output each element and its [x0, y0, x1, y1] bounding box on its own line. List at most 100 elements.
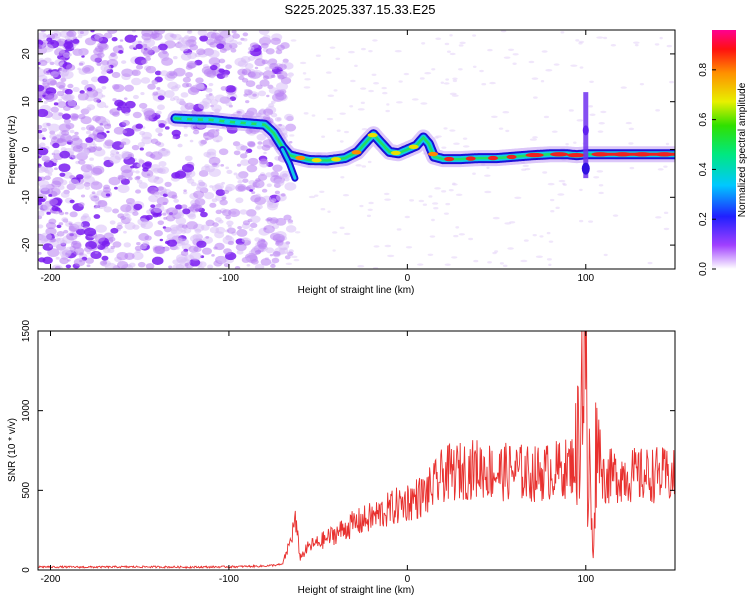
noise-speckle: [39, 142, 46, 148]
noise-speckle: [263, 108, 274, 116]
noise-speckle: [175, 237, 183, 243]
noise-speckle: [249, 222, 258, 228]
faint-speckle: [360, 101, 365, 105]
noise-speckle: [58, 85, 65, 90]
noise-speckle: [158, 123, 166, 128]
noise-speckle: [196, 181, 208, 190]
noise-speckle: [120, 141, 127, 146]
noise-speckle: [278, 123, 282, 127]
noise-speckle: [200, 211, 208, 218]
noise-speckle: [64, 93, 75, 101]
noise-speckle: [284, 113, 294, 121]
noise-speckle: [140, 224, 146, 228]
noise-speckle: [98, 43, 109, 51]
faint-speckle: [596, 36, 604, 39]
faint-speckle: [419, 77, 425, 80]
faint-speckle: [663, 211, 669, 215]
noise-speckle: [242, 32, 249, 37]
noise-speckle: [255, 204, 263, 210]
noise-speckle: [125, 197, 135, 205]
faint-speckle: [448, 188, 454, 192]
noise-speckle: [51, 152, 56, 156]
noise-speckle: [194, 198, 206, 206]
noise-speckle: [262, 70, 275, 79]
noise-speckle: [131, 77, 142, 86]
noise-speckle: [162, 212, 167, 216]
faint-speckle: [666, 44, 672, 48]
faint-speckle: [433, 207, 439, 210]
noise-speckle: [195, 82, 205, 90]
noise-speckle: [236, 163, 242, 167]
spectrogram-ylabel: Frequency (Hz): [7, 116, 18, 185]
faint-speckle: [669, 80, 674, 84]
noise-speckle: [139, 147, 144, 151]
noise-speckle: [208, 92, 213, 96]
faint-speckle: [449, 34, 453, 37]
faint-speckle: [612, 214, 619, 217]
colorbar: 0.0 0.2 0.4 0.6 0.8 Normalized spectral ampl…: [698, 30, 748, 276]
noise-speckle: [103, 206, 113, 213]
noise-speckle: [183, 133, 188, 137]
noise-speckle: [247, 140, 256, 147]
faint-speckle: [304, 78, 311, 81]
noise-speckle: [118, 50, 124, 54]
noise-speckle: [113, 126, 125, 135]
noise-speckle: [60, 147, 67, 152]
noise-speckle: [187, 213, 197, 220]
noise-speckle: [272, 233, 285, 243]
faint-speckle: [366, 214, 372, 218]
noise-speckle: [95, 224, 107, 233]
noise-speckle: [183, 227, 192, 234]
faint-speckle: [384, 244, 392, 248]
faint-speckle: [325, 71, 332, 74]
colorbar-gradient: [712, 30, 736, 269]
noise-speckle: [131, 251, 144, 261]
noise-speckle: [237, 60, 248, 68]
faint-speckle: [446, 50, 451, 53]
noise-speckle: [42, 203, 53, 211]
noise-speckle: [145, 65, 157, 74]
faint-speckle: [327, 94, 335, 97]
faint-speckle: [531, 77, 539, 80]
faint-speckle: [444, 42, 450, 46]
noise-speckle: [187, 52, 197, 60]
noise-speckle: [51, 180, 62, 188]
noise-speckle: [68, 222, 73, 225]
noise-speckle: [205, 87, 213, 93]
noise-speckle: [153, 30, 166, 35]
faint-speckle: [368, 201, 374, 205]
faint-speckle: [458, 44, 464, 47]
faint-speckle: [373, 245, 380, 248]
noise-speckle: [138, 158, 143, 162]
y-tick-label: -20: [21, 237, 32, 252]
noise-speckle: [268, 103, 275, 108]
faint-speckle: [349, 105, 354, 108]
faint-speckle: [462, 145, 470, 148]
ridge-peak: [506, 154, 517, 160]
noise-speckle: [140, 92, 145, 96]
faint-speckle: [451, 94, 459, 97]
noise-speckle: [154, 70, 162, 76]
noise-speckle: [93, 214, 101, 219]
noise-speckle: [254, 58, 266, 67]
noise-speckle: [215, 217, 222, 222]
noise-speckle: [78, 97, 83, 101]
faint-speckle: [387, 254, 395, 258]
ridge-peak: [408, 144, 419, 149]
faint-speckle: [579, 219, 584, 223]
noise-speckle: [39, 176, 46, 181]
noise-speckle: [124, 216, 132, 222]
noise-speckle: [241, 78, 249, 83]
faint-speckle: [492, 216, 500, 220]
ridge-peak: [390, 150, 401, 156]
noise-speckle: [156, 212, 162, 217]
faint-speckle: [308, 195, 316, 199]
noise-speckle: [59, 103, 66, 108]
faint-speckle: [503, 56, 511, 59]
noise-speckle: [185, 82, 192, 88]
noise-speckle: [157, 43, 168, 51]
noise-speckle: [259, 79, 270, 87]
noise-speckle: [157, 220, 165, 226]
